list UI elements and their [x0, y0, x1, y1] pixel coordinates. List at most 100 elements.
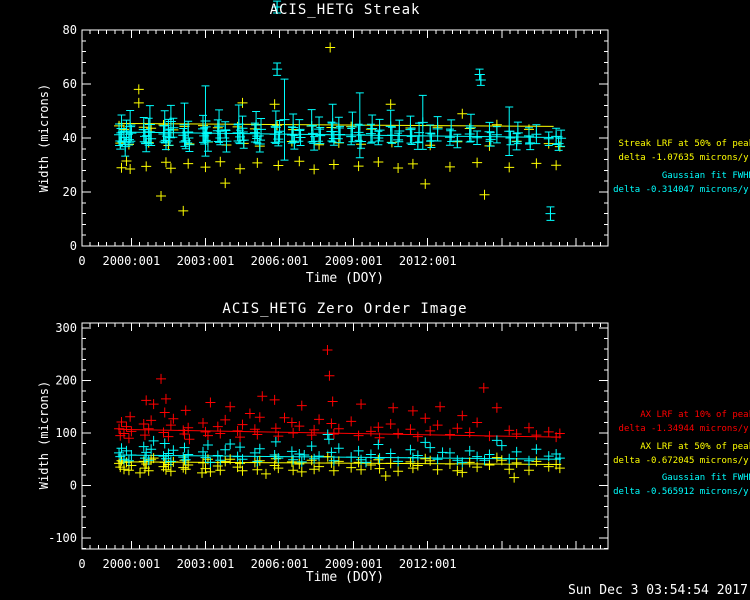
data-point-plus — [479, 455, 490, 466]
data-point-plus — [511, 457, 522, 468]
data-point-plus — [531, 129, 542, 140]
data-point-plus — [306, 455, 317, 466]
data-point-plus — [353, 127, 364, 138]
data-point-plus — [200, 162, 211, 173]
data-point-plus — [126, 450, 137, 461]
data-point-plus — [200, 115, 211, 126]
data-point-plus — [347, 121, 358, 132]
data-point-plus — [491, 452, 502, 463]
data-point-plus — [511, 446, 522, 457]
data-point-plus — [215, 455, 226, 466]
data-point-plus — [159, 407, 170, 418]
data-point-plus — [504, 464, 515, 475]
y-tick-label: 200 — [55, 373, 77, 387]
data-point-plus — [323, 434, 334, 445]
data-point-plus — [118, 464, 129, 475]
y-tick-label: 0 — [70, 478, 77, 492]
data-point-plus — [121, 421, 132, 432]
data-point-plus — [184, 434, 195, 445]
data-point-plus — [178, 452, 189, 463]
data-point-plus — [296, 466, 307, 477]
data-point-plus — [180, 454, 191, 465]
data-point-plus — [238, 135, 249, 146]
x-tick-label: 2000:001 — [102, 254, 160, 268]
data-point-plus — [138, 419, 149, 430]
data-point-plus — [420, 413, 431, 424]
data-point-plus — [511, 429, 522, 440]
data-point-plus — [288, 465, 299, 476]
data-point-plus — [314, 414, 325, 425]
data-point-plus — [254, 412, 265, 423]
data-point-plus — [212, 461, 223, 472]
data-point-plus — [374, 453, 385, 464]
y-tick-label: 60 — [63, 77, 77, 91]
data-point-plus — [306, 430, 317, 441]
data-point-plus — [121, 155, 132, 166]
data-point-plus — [220, 456, 231, 467]
data-point-plus — [314, 461, 325, 472]
data-point-plus — [252, 456, 263, 467]
data-point-plus — [139, 430, 150, 441]
data-point-plus — [554, 463, 565, 474]
data-point-plus — [279, 412, 290, 423]
data-point-plus — [273, 160, 284, 171]
data-point-plus — [425, 442, 436, 453]
data-point-plus — [444, 447, 455, 458]
data-point-plus — [125, 164, 136, 175]
data-point-plus — [160, 393, 171, 404]
data-point-plus — [504, 425, 515, 436]
data-point-plus — [484, 449, 495, 460]
data-point-plus — [531, 444, 542, 455]
data-point-plus — [249, 424, 260, 435]
data-point-plus — [356, 454, 367, 465]
y-tick-label: -100 — [48, 531, 77, 545]
data-point-plus — [432, 464, 443, 475]
data-point-plus — [496, 455, 507, 466]
data-point-plus — [306, 120, 317, 131]
data-point-plus — [118, 428, 129, 439]
data-point-plus — [260, 468, 271, 479]
data-point-plus — [407, 452, 418, 463]
data-point-plus — [254, 455, 265, 466]
data-point-plus — [200, 452, 211, 463]
data-point-plus — [183, 158, 194, 169]
data-point-plus — [504, 453, 515, 464]
data-point-plus — [269, 99, 280, 110]
legend-ax10-delta: delta -1.34944 microns/yr — [618, 424, 750, 434]
data-point-plus — [141, 161, 152, 172]
data-point-plus — [354, 120, 365, 131]
x-tick-label: 2009:001 — [325, 254, 383, 268]
data-point-plus — [393, 456, 404, 467]
data-point-plus — [135, 467, 146, 478]
data-point-plus — [160, 464, 171, 475]
data-point-plus — [179, 442, 190, 453]
data-point-plus — [168, 413, 179, 424]
data-point-plus — [294, 421, 305, 432]
data-point-plus — [225, 401, 236, 412]
data-point-plus — [212, 450, 223, 461]
data-point-plus — [146, 454, 157, 465]
data-point-plus — [553, 138, 564, 149]
data-point-plus — [425, 455, 436, 466]
data-point-plus — [296, 400, 307, 411]
data-point-plus — [472, 157, 483, 168]
bottom-yaxis-label: Width (microns) — [37, 380, 51, 490]
data-point-plus — [346, 452, 357, 463]
x-tick-label: 2012:001 — [399, 557, 457, 571]
data-point-plus — [221, 136, 232, 147]
x-tick-label: 0 — [78, 557, 85, 571]
y-tick-label: 300 — [55, 321, 77, 335]
data-point-plus — [146, 133, 157, 144]
data-point-plus — [294, 448, 305, 459]
data-point-plus — [315, 130, 326, 141]
data-point-plus — [385, 448, 396, 459]
data-point-plus — [126, 128, 137, 139]
data-point-plus — [309, 424, 320, 435]
data-point-plus — [420, 178, 431, 189]
data-point-plus — [523, 455, 534, 466]
plot-frame — [81, 322, 609, 550]
data-point-plus — [373, 439, 384, 450]
data-point-plus — [437, 447, 448, 458]
data-point-plus — [491, 402, 502, 413]
data-point-plus — [452, 465, 463, 476]
